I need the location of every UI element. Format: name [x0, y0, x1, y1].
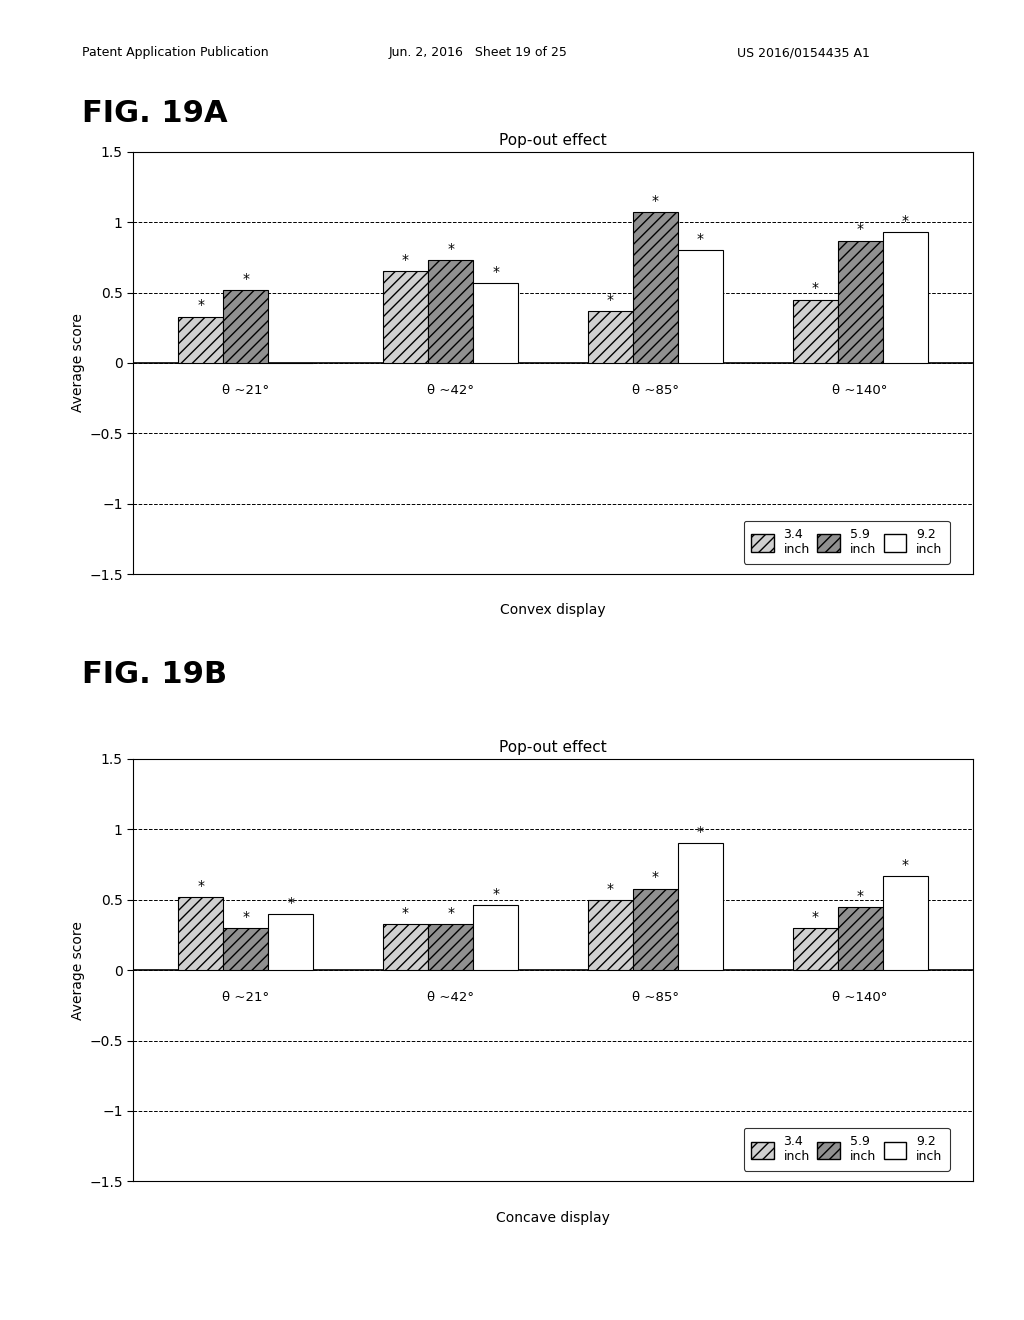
Text: *: *: [493, 887, 499, 902]
X-axis label: Convex display: Convex display: [500, 603, 606, 618]
Legend: 3.4
inch, 5.9
inch, 9.2
inch: 3.4 inch, 5.9 inch, 9.2 inch: [743, 520, 949, 564]
Bar: [633, 888, 678, 970]
Text: *: *: [902, 858, 908, 871]
Legend: 3.4
inch, 5.9
inch, 9.2
inch: 3.4 inch, 5.9 inch, 9.2 inch: [743, 1127, 949, 1171]
Bar: [383, 272, 428, 363]
Text: *: *: [447, 906, 454, 920]
Bar: [428, 924, 473, 970]
Text: *: *: [243, 272, 249, 285]
Text: *: *: [652, 194, 658, 209]
Bar: [883, 876, 928, 970]
Y-axis label: Average score: Average score: [71, 921, 85, 1019]
Text: FIG. 19A: FIG. 19A: [82, 99, 227, 128]
Text: *: *: [402, 253, 409, 267]
X-axis label: Concave display: Concave display: [496, 1210, 610, 1225]
Bar: [838, 907, 883, 970]
Text: *: *: [493, 264, 499, 279]
Text: *: *: [607, 293, 613, 306]
Bar: [883, 232, 928, 363]
Bar: [178, 317, 223, 363]
Text: *: *: [857, 222, 863, 236]
Text: θ ~140°: θ ~140°: [833, 384, 888, 397]
Text: θ ~42°: θ ~42°: [427, 384, 474, 397]
Text: *: *: [288, 896, 294, 909]
Bar: [178, 898, 223, 970]
Text: *: *: [198, 879, 204, 892]
Text: θ ~21°: θ ~21°: [222, 384, 269, 397]
Bar: [678, 251, 723, 363]
Text: US 2016/0154435 A1: US 2016/0154435 A1: [737, 46, 870, 59]
Bar: [473, 282, 518, 363]
Title: Pop-out effect: Pop-out effect: [499, 741, 607, 755]
Text: *: *: [697, 232, 703, 246]
Bar: [588, 312, 633, 363]
Bar: [793, 300, 838, 363]
Text: θ ~85°: θ ~85°: [632, 384, 679, 397]
Bar: [633, 213, 678, 363]
Text: *: *: [812, 909, 818, 924]
Text: *: *: [607, 882, 613, 895]
Text: *: *: [402, 906, 409, 920]
Text: *: *: [697, 825, 703, 840]
Text: *: *: [812, 281, 818, 296]
Bar: [838, 240, 883, 363]
Text: θ ~85°: θ ~85°: [632, 991, 679, 1005]
Bar: [793, 928, 838, 970]
Text: θ ~42°: θ ~42°: [427, 991, 474, 1005]
Text: FIG. 19B: FIG. 19B: [82, 660, 227, 689]
Text: *: *: [857, 888, 863, 903]
Bar: [268, 913, 313, 970]
Bar: [223, 928, 268, 970]
Y-axis label: Average score: Average score: [71, 314, 85, 412]
Text: *: *: [652, 870, 658, 884]
Text: *: *: [447, 242, 454, 256]
Text: θ ~140°: θ ~140°: [833, 991, 888, 1005]
Text: *: *: [198, 298, 204, 313]
Text: Patent Application Publication: Patent Application Publication: [82, 46, 268, 59]
Text: Jun. 2, 2016   Sheet 19 of 25: Jun. 2, 2016 Sheet 19 of 25: [389, 46, 568, 59]
Text: *: *: [902, 214, 908, 228]
Bar: [428, 260, 473, 363]
Bar: [473, 906, 518, 970]
Bar: [588, 900, 633, 970]
Title: Pop-out effect: Pop-out effect: [499, 133, 607, 148]
Bar: [678, 843, 723, 970]
Bar: [223, 290, 268, 363]
Bar: [383, 924, 428, 970]
Text: *: *: [243, 909, 249, 924]
Text: θ ~21°: θ ~21°: [222, 991, 269, 1005]
